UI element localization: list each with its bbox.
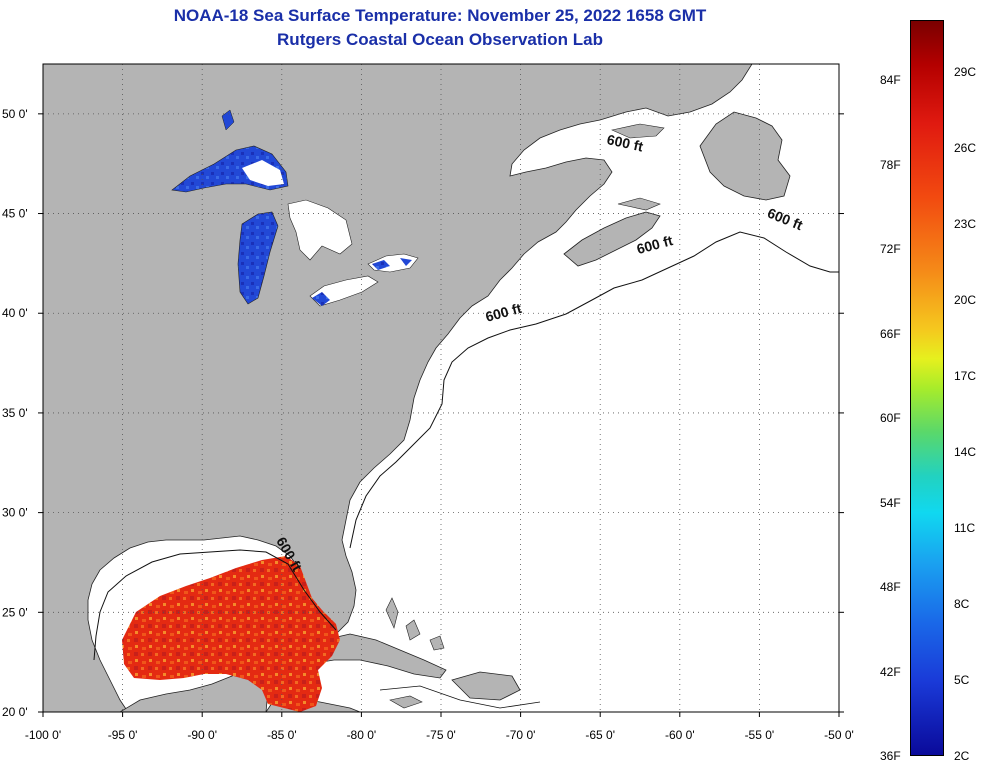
lake-erie-sst: [312, 292, 330, 306]
contour-600ft-caribbean: [379, 685, 541, 709]
chart-subtitle: Rutgers Coastal Ocean Observation Lab: [277, 30, 603, 49]
lake-ontario-sst: [372, 258, 412, 270]
lat-tick-label: 40 0': [2, 306, 28, 320]
lon-tick-label: -60 0': [665, 728, 695, 742]
gulf-sst-field: [122, 556, 340, 712]
lat-tick-label: 25 0': [2, 605, 28, 619]
colorbar-label-c: 14C: [954, 445, 977, 459]
colorbar-label-f: 66F: [880, 326, 901, 341]
land-newfoundland: [699, 111, 791, 201]
colorbar-label-f: 78F: [880, 157, 901, 172]
lat-tick-label: 30 0': [2, 506, 28, 520]
lake-michigan: [237, 211, 279, 305]
lake-huron: [287, 199, 353, 261]
lon-tick-label: -95 0': [108, 728, 138, 742]
lon-tick-label: -100 0': [25, 728, 61, 742]
lake-nipigon: [221, 109, 235, 131]
axis-ticks: -100 0' -95 0' -90 0' -85 0' -80 0' -75 0' -70…: [2, 107, 854, 742]
land-jamaica: [389, 695, 423, 709]
lat-tick-label: 45 0': [2, 207, 28, 221]
colorbar-label-f: 60F: [880, 411, 901, 425]
colorbar-label-f: 36F: [880, 749, 901, 763]
lon-tick-label: -75 0': [426, 728, 456, 742]
contour-label: 600 ft: [606, 131, 645, 154]
lat-tick-label: 20 0': [2, 705, 28, 719]
colorbar-label-c: 5C: [954, 673, 970, 687]
lon-tick-label: -90 0': [187, 728, 217, 742]
lake-superior-ice: [242, 160, 284, 186]
colorbar-label-c: 20C: [954, 293, 977, 307]
lon-tick-label: -70 0': [506, 728, 536, 742]
land-pei: [617, 197, 661, 211]
colorbar-label-c: 8C: [954, 597, 970, 611]
contour-600ft-atlantic: [349, 231, 839, 549]
colorbar-label-f: 48F: [880, 580, 901, 594]
colorbar-label-c: 17C: [954, 369, 977, 383]
land-hispaniola: [451, 671, 521, 701]
lat-tick-label: 35 0': [2, 406, 28, 420]
lon-tick-label: -65 0': [585, 728, 615, 742]
chart-title: NOAA-18 Sea Surface Temperature: Novembe…: [173, 6, 707, 25]
colorbar-label-c: 11C: [954, 521, 976, 535]
lat-tick-label: 50 0': [2, 107, 28, 121]
colorbar-label-c: 2C: [954, 749, 970, 763]
colorbar-label-f: 84F: [880, 73, 901, 87]
lon-tick-label: -85 0': [267, 728, 297, 742]
lon-tick-label: -80 0': [347, 728, 377, 742]
land-anticosti: [611, 123, 665, 139]
graticule: [43, 64, 839, 712]
colorbar-label-f: 72F: [880, 242, 901, 256]
colorbar-label-c: 29C: [954, 65, 977, 79]
lon-tick-label: -55 0': [745, 728, 775, 742]
colorbar-label-f: 54F: [880, 495, 901, 510]
contour-600ft-gulf: [93, 549, 337, 661]
colorbar-label-c: 26C: [954, 141, 977, 155]
colorbar-label-c: 23C: [954, 217, 977, 231]
colorbar-label-f: 42F: [880, 664, 901, 679]
land-north-america: [43, 64, 753, 712]
temperature-colorbar: [910, 20, 944, 756]
lon-tick-label: -50 0': [824, 728, 854, 742]
